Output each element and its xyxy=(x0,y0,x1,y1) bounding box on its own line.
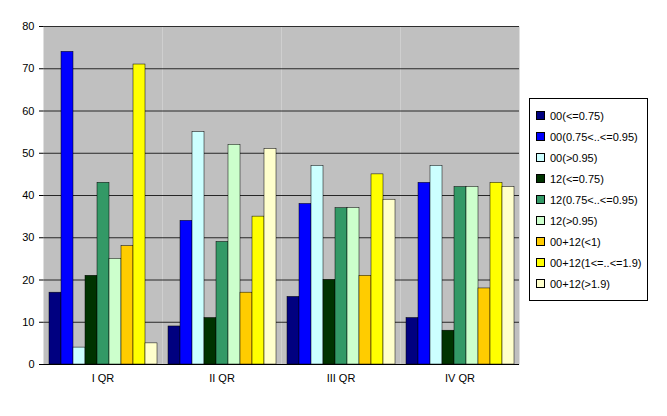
svg-text:I QR: I QR xyxy=(92,372,115,384)
svg-text:II QR: II QR xyxy=(209,372,235,384)
html-text:12(>0.95): 12(>0.95) xyxy=(550,214,598,227)
svg-text:IV QR: IV QR xyxy=(445,372,475,384)
html-text:00+12(<1): 00+12(<1) xyxy=(550,235,601,248)
html-text:12(<=0.75): 12(<=0.75) xyxy=(550,172,604,185)
html-text:00(>0.95): 00(>0.95) xyxy=(550,151,598,164)
svg-text:70: 70 xyxy=(22,62,34,74)
html-text:00+12(1<=..<=1.9): 00+12(1<=..<=1.9) xyxy=(550,256,642,269)
svg-text:10: 10 xyxy=(22,316,34,328)
html-text:00(<=0.75): 00(<=0.75) xyxy=(550,109,604,122)
svg-text:30: 30 xyxy=(22,231,34,243)
html-text:00+12(>1.9): 00+12(>1.9) xyxy=(550,277,610,290)
svg-text:60: 60 xyxy=(22,105,34,117)
html-text:00(0.75<..<=0.95): 00(0.75<..<=0.95) xyxy=(550,130,638,143)
svg-text:40: 40 xyxy=(22,189,34,201)
svg-text:20: 20 xyxy=(22,274,34,286)
svg-text:0: 0 xyxy=(28,358,34,370)
svg-text:80: 80 xyxy=(22,20,34,32)
svg-text:50: 50 xyxy=(22,147,34,159)
svg-text:III QR: III QR xyxy=(327,372,356,384)
html-text:12(0.75<..<=0.95): 12(0.75<..<=0.95) xyxy=(550,193,638,206)
